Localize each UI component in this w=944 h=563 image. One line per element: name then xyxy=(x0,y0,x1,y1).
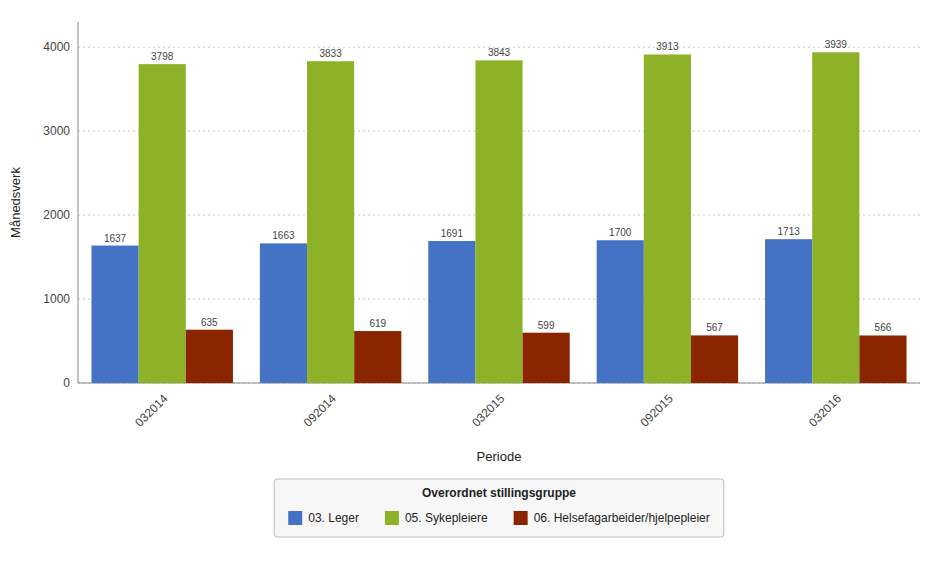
y-tick-label: 4000 xyxy=(43,40,70,54)
legend: Overordnet stillingsgruppe 03. Leger 05. S… xyxy=(274,479,724,537)
bar xyxy=(260,243,307,383)
x-tick-labels: 032014 092014 032015 092015 032016 xyxy=(132,391,844,429)
legend-swatch xyxy=(385,511,399,525)
data-label: 635 xyxy=(201,317,218,328)
data-label: 1691 xyxy=(441,228,464,239)
x-tick-label: 032015 xyxy=(469,391,507,429)
y-axis-label: Månedsverk xyxy=(8,167,23,238)
y-tick-label: 0 xyxy=(63,376,70,390)
x-tick-label: 032014 xyxy=(132,391,170,429)
data-label: 3833 xyxy=(319,48,342,59)
legend-swatch xyxy=(514,511,528,525)
bar xyxy=(765,239,812,383)
data-label: 1713 xyxy=(778,226,801,237)
y-tick-label: 3000 xyxy=(43,124,70,138)
y-tick-label: 1000 xyxy=(43,292,70,306)
bar xyxy=(354,331,401,383)
bar xyxy=(307,61,354,383)
data-label: 3843 xyxy=(488,47,511,58)
bar xyxy=(812,52,859,383)
legend-item: 06. Helsefagarbeider/hjelpepleier xyxy=(514,511,710,525)
x-tick-label: 092015 xyxy=(638,391,676,429)
legend-label: 05. Sykepleiere xyxy=(405,511,488,525)
x-tick-label: 092014 xyxy=(301,391,339,429)
data-label: 619 xyxy=(369,318,386,329)
legend-item: 03. Leger xyxy=(288,511,359,525)
legend-box xyxy=(274,479,724,537)
legend-title: Overordnet stillingsgruppe xyxy=(422,486,576,500)
x-tick-label: 032016 xyxy=(806,391,844,429)
bar xyxy=(91,246,138,383)
data-labels: 1637 1663 1691 1700 1713 3798 3833 3843 3913 3939… xyxy=(104,39,892,333)
bar xyxy=(644,54,691,383)
bar xyxy=(186,330,233,383)
bar xyxy=(523,333,570,383)
bar xyxy=(475,60,522,383)
bars xyxy=(91,52,906,383)
bar xyxy=(428,241,475,383)
x-axis-label: Periode xyxy=(477,449,522,464)
data-label: 1637 xyxy=(104,233,127,244)
data-label: 1663 xyxy=(272,230,295,241)
bar xyxy=(597,240,644,383)
y-tick-label: 2000 xyxy=(43,208,70,222)
bar xyxy=(859,335,906,383)
data-label: 3939 xyxy=(825,39,848,50)
chart: 0 1000 2000 3000 4000 1637 1663 1691 1700 1713 379… xyxy=(0,0,944,563)
bar xyxy=(139,64,186,383)
data-label: 599 xyxy=(538,320,555,331)
legend-label: 03. Leger xyxy=(308,511,359,525)
data-label: 567 xyxy=(706,322,723,333)
legend-swatch xyxy=(288,511,302,525)
y-axis-line xyxy=(78,22,79,383)
data-label: 566 xyxy=(875,322,892,333)
data-label: 1700 xyxy=(609,227,632,238)
bar xyxy=(691,335,738,383)
data-label: 3798 xyxy=(151,51,174,62)
data-label: 3913 xyxy=(656,41,679,52)
legend-label: 06. Helsefagarbeider/hjelpepleier xyxy=(534,511,710,525)
legend-item: 05. Sykepleiere xyxy=(385,511,488,525)
y-grid: 0 1000 2000 3000 4000 xyxy=(43,40,920,390)
